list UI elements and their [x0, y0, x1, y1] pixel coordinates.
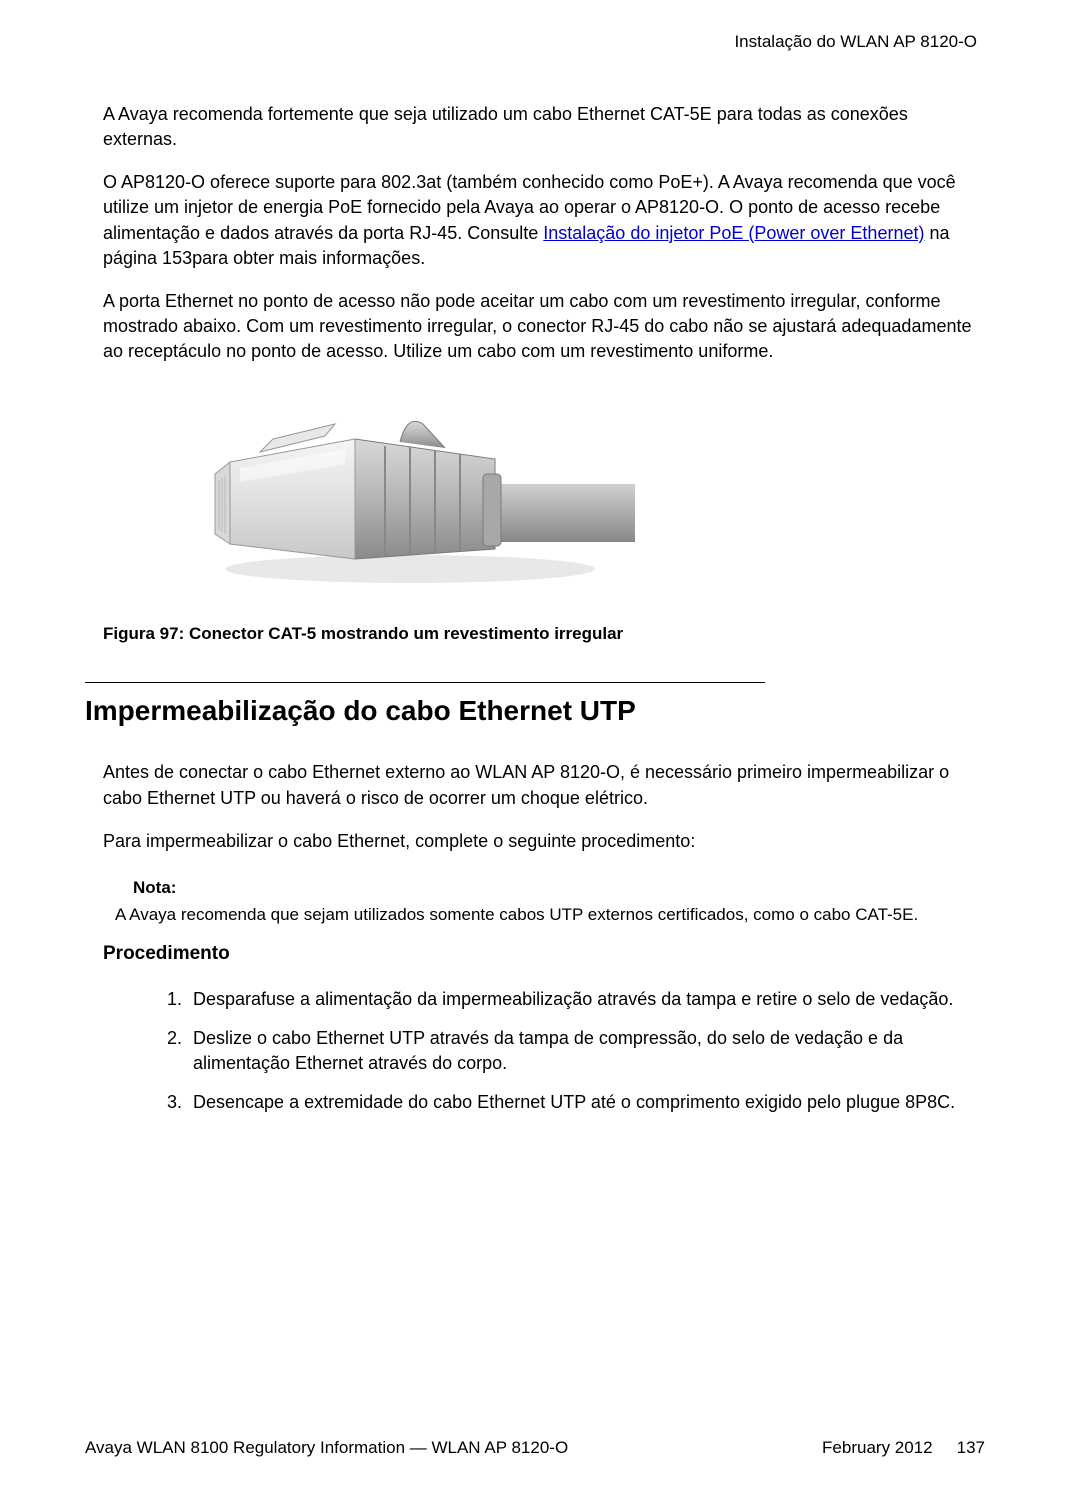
footer-date: February 2012 — [822, 1436, 933, 1460]
link-poe-injector-install[interactable]: Instalação do injetor PoE (Power over Et… — [543, 223, 924, 243]
figure-97-caption: Figura 97: Conector CAT-5 mostrando um r… — [103, 622, 985, 646]
paragraph-cat5e-recommend: A Avaya recomenda fortemente que seja ut… — [103, 102, 985, 152]
paragraph-poe-support: O AP8120-O oferece suporte para 802.3at … — [103, 170, 985, 271]
procedure-label: Procedimento — [103, 941, 985, 968]
section-heading-weatherproofing: Impermeabilização do cabo Ethernet UTP — [85, 691, 985, 730]
section-divider — [85, 682, 765, 683]
page-footer: Avaya WLAN 8100 Regulatory Information —… — [85, 1436, 985, 1460]
cat5-connector-illustration — [195, 384, 635, 594]
procedure-step-1: Desparafuse a alimentação da impermeabil… — [187, 987, 985, 1012]
section-intro-1: Antes de conectar o cabo Ethernet extern… — [103, 760, 985, 810]
note-body: A Avaya recomenda que sejam utilizados s… — [115, 904, 985, 927]
procedure-step-3: Desencape a extremidade do cabo Ethernet… — [187, 1090, 985, 1115]
footer-page-number: 137 — [957, 1436, 985, 1460]
procedure-step-2: Deslize o cabo Ethernet UTP através da t… — [187, 1026, 985, 1076]
paragraph-irregular-jacket: A porta Ethernet no ponto de acesso não … — [103, 289, 985, 365]
note-label: Nota: — [133, 876, 985, 900]
footer-doc-title: Avaya WLAN 8100 Regulatory Information —… — [85, 1436, 568, 1460]
page-header-title: Instalação do WLAN AP 8120-O — [85, 30, 985, 54]
figure-97-connector — [195, 384, 985, 594]
procedure-list: Desparafuse a alimentação da impermeabil… — [187, 987, 985, 1114]
section-intro-2: Para impermeabilizar o cabo Ethernet, co… — [103, 829, 985, 854]
